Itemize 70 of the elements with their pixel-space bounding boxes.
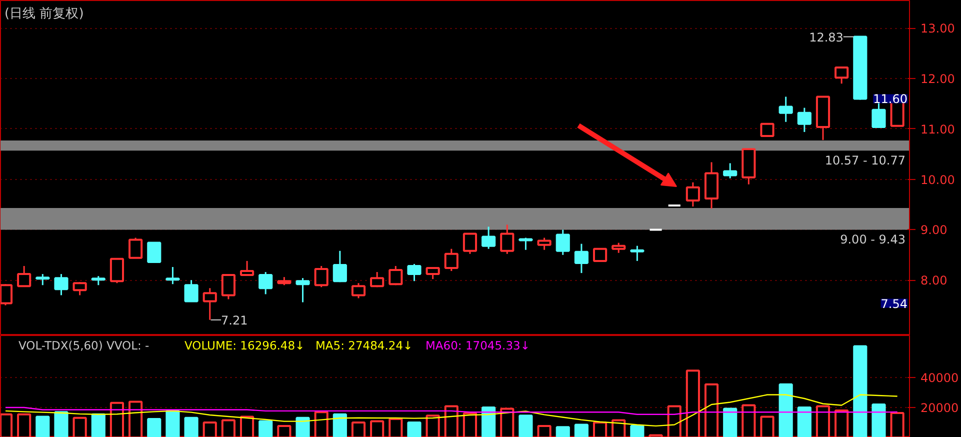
bar: [667, 405, 682, 437]
y-tick-label: 20000: [920, 401, 959, 415]
annotation: 11.60: [873, 92, 908, 106]
y-tick-label: 12.00: [920, 72, 955, 86]
bar: [388, 418, 403, 437]
bar: [462, 412, 478, 437]
bar: [574, 424, 588, 437]
line-series: [4, 394, 898, 427]
bar: [332, 413, 347, 437]
bar: [778, 383, 793, 437]
line-series: [4, 406, 898, 415]
annotation: 7.21: [221, 313, 248, 328]
bar: [314, 411, 328, 437]
bar: [277, 424, 292, 437]
bar: [296, 416, 310, 437]
bar: [593, 422, 608, 437]
candlestick: [704, 161, 719, 210]
annotation: 7.54: [880, 296, 908, 311]
y-tick-label: 10.00: [920, 172, 955, 187]
bar: [834, 410, 849, 437]
bar: [128, 400, 143, 437]
bar: [686, 370, 700, 437]
text: (日线 前复权): [4, 6, 84, 22]
candlestick: [778, 96, 793, 123]
bar: [797, 406, 812, 437]
bar: [612, 419, 626, 437]
bar: [872, 404, 886, 437]
y-tick-label: 13.00: [920, 22, 955, 36]
bar: [723, 408, 738, 437]
annotation: VOLUME: 16296.48↓: [184, 338, 305, 352]
bar: [426, 414, 440, 437]
bar: [537, 424, 552, 437]
bar: [370, 420, 384, 437]
bar: [853, 345, 868, 437]
chart-title: VOL-TDX(5,60) VVOL: -: [18, 338, 150, 352]
y-tick-label: 40000: [920, 371, 959, 385]
bar: [500, 408, 514, 437]
band-label: 10.57 - 10.77: [824, 154, 906, 168]
bar: [166, 410, 180, 437]
bar: [54, 411, 68, 437]
y-tick-label: 8.00: [920, 274, 948, 288]
bar: [742, 404, 756, 437]
text: MA5: 27484.24↓: [316, 338, 413, 352]
bar: [147, 418, 162, 437]
bar: [221, 419, 236, 437]
bar: [36, 416, 50, 437]
bar: [704, 383, 719, 437]
bar: [630, 424, 644, 437]
bar: [91, 413, 106, 437]
bar: [760, 416, 774, 437]
bar: [890, 412, 904, 437]
bar: [258, 420, 273, 437]
text: MA60: 17045.33↓: [426, 338, 530, 352]
bar: [240, 416, 254, 437]
bar: [518, 414, 533, 437]
band-label: 9.00 - 9.43: [840, 232, 906, 247]
bar: [202, 422, 217, 437]
annotation: 12.83: [809, 30, 844, 44]
bar: [351, 422, 366, 437]
bar: [482, 406, 496, 437]
bar: [184, 416, 198, 437]
bar: [17, 413, 32, 437]
bar: [444, 405, 458, 437]
bar: [407, 422, 422, 437]
bar: [816, 405, 830, 437]
bar: [648, 434, 663, 437]
y-tick-label: 11.00: [920, 122, 955, 136]
bar: [72, 416, 87, 437]
bar: [556, 426, 570, 437]
y-tick-label: 9.00: [920, 223, 948, 238]
